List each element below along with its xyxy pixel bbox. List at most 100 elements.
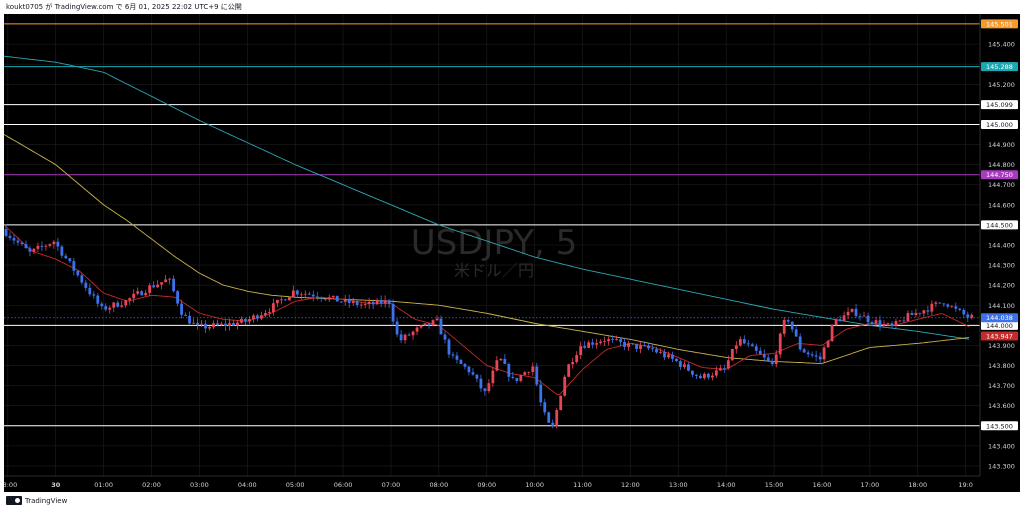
candle-body (754, 346, 758, 351)
brand-name: TradingView (25, 496, 68, 505)
price-level-label-bg (981, 119, 1018, 129)
candle-body (687, 364, 690, 371)
candle-body (706, 373, 710, 378)
candle-body (607, 339, 611, 342)
candle-body (439, 318, 443, 335)
candle-body (922, 310, 926, 314)
time-tick-label: 12:00 (621, 481, 640, 489)
price-tick-label: 144.200 (988, 282, 1015, 290)
candle-body (391, 303, 395, 322)
candle-body (926, 310, 930, 312)
tradingview-logo-icon (6, 496, 22, 505)
candle-body (120, 305, 124, 307)
price-level-label: 145.099 (986, 101, 1013, 109)
candle-body (267, 312, 271, 314)
price-level-label: 143.500 (986, 422, 1013, 430)
candle-body (20, 242, 24, 245)
candle-body (810, 354, 814, 356)
chart-panel[interactable]: USDJPY, 5 米ドル／円 145.400145.300145.200145… (0, 14, 1020, 492)
candle-body (854, 308, 858, 316)
time-tick-label: 03:00 (190, 481, 209, 489)
candle-body (112, 302, 116, 308)
candle-body (958, 308, 962, 310)
candle-body (104, 306, 108, 310)
candle-body (523, 372, 527, 376)
candle-body (467, 366, 471, 373)
price-level-label-bg (981, 170, 1018, 180)
ma-short-line (3, 224, 970, 396)
candle-body (942, 303, 946, 305)
price-tick-label: 144.100 (988, 302, 1015, 310)
candle-body (782, 320, 786, 334)
candle-body (244, 318, 247, 322)
candle-body (475, 374, 479, 379)
candle-body (619, 339, 622, 342)
time-tick-label: 02:00 (142, 481, 161, 489)
candle-body (894, 321, 898, 326)
candle-body (144, 292, 148, 296)
candle-body (295, 290, 299, 295)
candle-body (427, 323, 431, 326)
candle-body (407, 334, 411, 336)
time-tick-label: 11:00 (573, 481, 592, 489)
candle-body (575, 355, 579, 363)
candle-body (431, 320, 435, 326)
candle-body (579, 346, 583, 356)
time-tick-label: 04:00 (238, 481, 257, 489)
candle-body (842, 315, 846, 321)
ma-price-label: 143.947 (986, 332, 1013, 340)
candle-body (188, 315, 191, 324)
candle-body (970, 314, 974, 318)
candle-body (938, 302, 942, 304)
price-level-label: 144.000 (986, 322, 1013, 330)
price-level-label-bg (981, 100, 1018, 110)
price-tick-label: 145.200 (988, 81, 1015, 89)
candle-body (515, 377, 519, 381)
candle-body (124, 300, 128, 306)
candle-body (714, 370, 718, 376)
price-tick-label: 143.900 (988, 342, 1015, 350)
candle-body (52, 241, 56, 245)
watermark-description: 米ドル／円 (454, 261, 534, 280)
candle-body (659, 352, 662, 353)
candle-body (627, 343, 630, 347)
candle-body (275, 299, 279, 304)
candle-body (339, 301, 343, 303)
candle-body (790, 321, 794, 330)
candle-body (200, 323, 203, 325)
last-price-label-bg (981, 313, 1018, 323)
candle-body (148, 285, 152, 293)
ma-mid-line (3, 134, 970, 364)
candle-body (204, 323, 207, 329)
candle-body (738, 339, 742, 346)
candle-body (487, 383, 491, 392)
tradingview-brand[interactable]: TradingView (6, 495, 67, 506)
candle-body (774, 354, 778, 365)
candle-body (12, 237, 16, 241)
candle-body (323, 298, 327, 300)
candle-body (483, 388, 487, 392)
candle-body (36, 245, 40, 249)
candle-body (651, 348, 654, 350)
price-level-label: 144.500 (986, 221, 1013, 229)
candle-body (910, 313, 914, 316)
candle-body (543, 402, 547, 413)
price-chart[interactable]: USDJPY, 5 米ドル／円 145.400145.300145.200145… (0, 14, 1020, 492)
price-tick-label: 144.900 (988, 141, 1015, 149)
candle-body (890, 323, 894, 326)
candle-body (898, 320, 902, 322)
candle-body (551, 422, 555, 427)
candle-body (683, 364, 686, 367)
candle-body (92, 294, 96, 296)
candle-body (56, 241, 60, 247)
candle-body (32, 248, 36, 252)
candle-body (663, 352, 666, 358)
candle-body (184, 314, 187, 316)
candle-body (359, 304, 363, 306)
candle-body (491, 370, 495, 384)
candle-body (172, 278, 176, 292)
candle-body (882, 323, 886, 326)
candle-body (335, 295, 339, 302)
time-tick-label: 05:00 (286, 481, 305, 489)
candle-body (615, 339, 618, 340)
